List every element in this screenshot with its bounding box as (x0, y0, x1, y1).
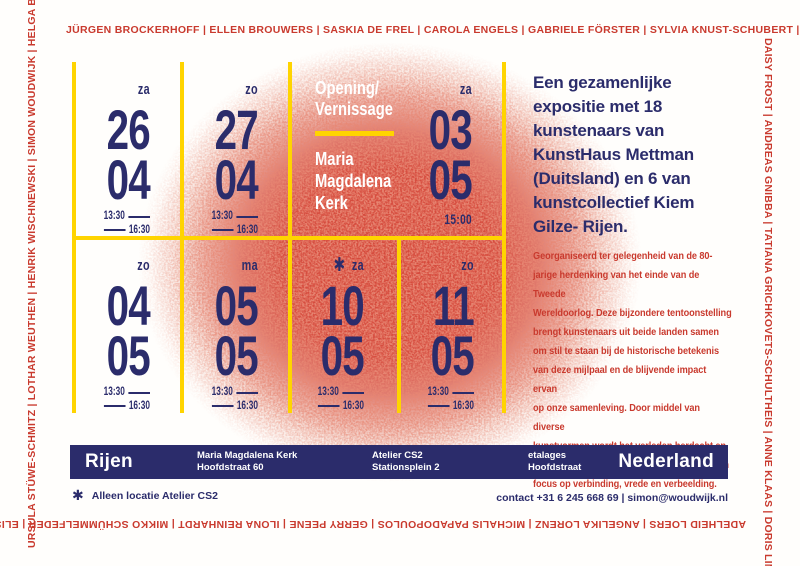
opening-hours: 13:30 16:30 (317, 386, 364, 412)
dash-line (211, 229, 234, 232)
day-label: zo (245, 81, 258, 98)
dash-line (211, 405, 234, 408)
dash-line (236, 215, 258, 218)
calendar-cell-26-04: za 26 04 13:30 16:30 (97, 81, 151, 236)
grid-line-horizontal (72, 236, 506, 240)
date-month-number: 05 (430, 324, 475, 388)
day-label: za (459, 81, 472, 98)
calendar-cell-27-04: zo 27 04 13:30 16:30 (205, 81, 259, 236)
date-month-number: 05 (428, 148, 473, 212)
day-label: zo (461, 257, 474, 274)
venue-name: Atelier CS2 (372, 450, 423, 461)
opening-underline (315, 131, 394, 136)
date-day-number: 26 (106, 98, 151, 161)
venue-atelier-cs2: Atelier CS2 Stationsplein 2 (372, 450, 440, 474)
day-label: zo (137, 257, 150, 274)
day-label: za (137, 81, 150, 98)
opening-time: 15:00 (444, 211, 472, 228)
calendar-cell-05-05: ma 05 05 13:30 16:30 (205, 257, 259, 412)
dash-line (236, 391, 258, 394)
date-month-number: 04 (106, 148, 151, 212)
artists-bottom-row: ADELHEID LOERS | ANGELIKA LORENZ | MICHA… (0, 518, 746, 530)
footnote-text: Alleen locatie Atelier CS2 (91, 490, 218, 502)
artists-top-row: JÜRGEN BROCKERHOFF | ELLEN BROUWERS | SA… (66, 24, 800, 36)
dash-line (103, 229, 126, 232)
dash-line (128, 215, 150, 218)
city-label: Rijen (85, 451, 133, 472)
opening-hours: 13:30 16:30 (427, 386, 474, 412)
asterisk-icon: ✱ (333, 254, 346, 276)
footnote: ✱ Alleen locatie Atelier CS2 (72, 487, 218, 504)
date-day-number: 10 (320, 274, 365, 337)
calendar-cell-10-05: ✱ za 10 05 13:30 16:30 (304, 254, 365, 412)
day-label: ma (241, 257, 258, 274)
date-month-number: 05 (214, 324, 259, 388)
venue-address: Hoofdstraat 60 (197, 462, 264, 473)
venue-etalages: etalages Hoofdstraat (528, 450, 581, 474)
calendar-cell-04-05: zo 04 05 13:30 16:30 (97, 257, 151, 412)
dash-line (128, 391, 150, 394)
asterisk-icon: ✱ (72, 487, 84, 504)
artists-left-column: URSULA STÜWE-SCHMITZ | LOTHAR WEUTHEN | … (26, 0, 38, 548)
date-day-number: 03 (428, 98, 473, 161)
date-day-number: 27 (214, 98, 259, 161)
opening-hours: 13:30 16:30 (103, 210, 150, 236)
opening-title: Opening/ Vernissage (315, 78, 393, 119)
artists-right-column: DAISY FROST | ANDREAS GNIBBA | TATIANA G… (762, 38, 774, 566)
day-label: ✱ za (333, 254, 364, 276)
date-day-number: 05 (214, 274, 259, 337)
opening-hours: 13:30 16:30 (211, 386, 258, 412)
venue-address: Hoofdstraat (528, 462, 582, 473)
date-day-number: 04 (106, 274, 151, 337)
dash-line (427, 405, 450, 408)
date-month-number: 05 (106, 324, 151, 388)
dash-line (452, 391, 474, 394)
location-bar: Rijen Maria Magdalena Kerk Hoofdstraat 6… (70, 445, 728, 479)
venue-address: Stationsplein 2 (372, 462, 440, 473)
dash-line (342, 391, 364, 394)
opening-hours: 13:30 16:30 (103, 386, 150, 412)
calendar-cell-11-05: zo 11 05 13:30 16:30 (414, 257, 475, 412)
contact-info: contact +31 6 245 668 69 | simon@woudwij… (496, 492, 728, 504)
dash-line (103, 405, 126, 408)
venue-name: etalages (528, 450, 567, 461)
opening-venue-name: Maria Magdalena Kerk (315, 149, 392, 213)
venue-maria-magdalena-kerk: Maria Magdalena Kerk Hoofdstraat 60 (197, 450, 297, 474)
dash-line (317, 405, 340, 408)
country-label: Nederland (618, 451, 714, 472)
date-month-number: 04 (214, 148, 259, 212)
calendar-cell-03-05-opening: za 03 05 15:00 (406, 81, 473, 228)
opening-hours: 13:30 16:30 (211, 210, 258, 236)
date-month-number: 05 (320, 324, 365, 388)
date-day-number: 11 (432, 274, 475, 337)
exhibition-intro-text: Een gezamenlijke expositie met 18 kunste… (533, 73, 695, 236)
grid-line-vertical-4 (397, 238, 401, 413)
venue-name: Maria Magdalena Kerk (197, 450, 298, 461)
